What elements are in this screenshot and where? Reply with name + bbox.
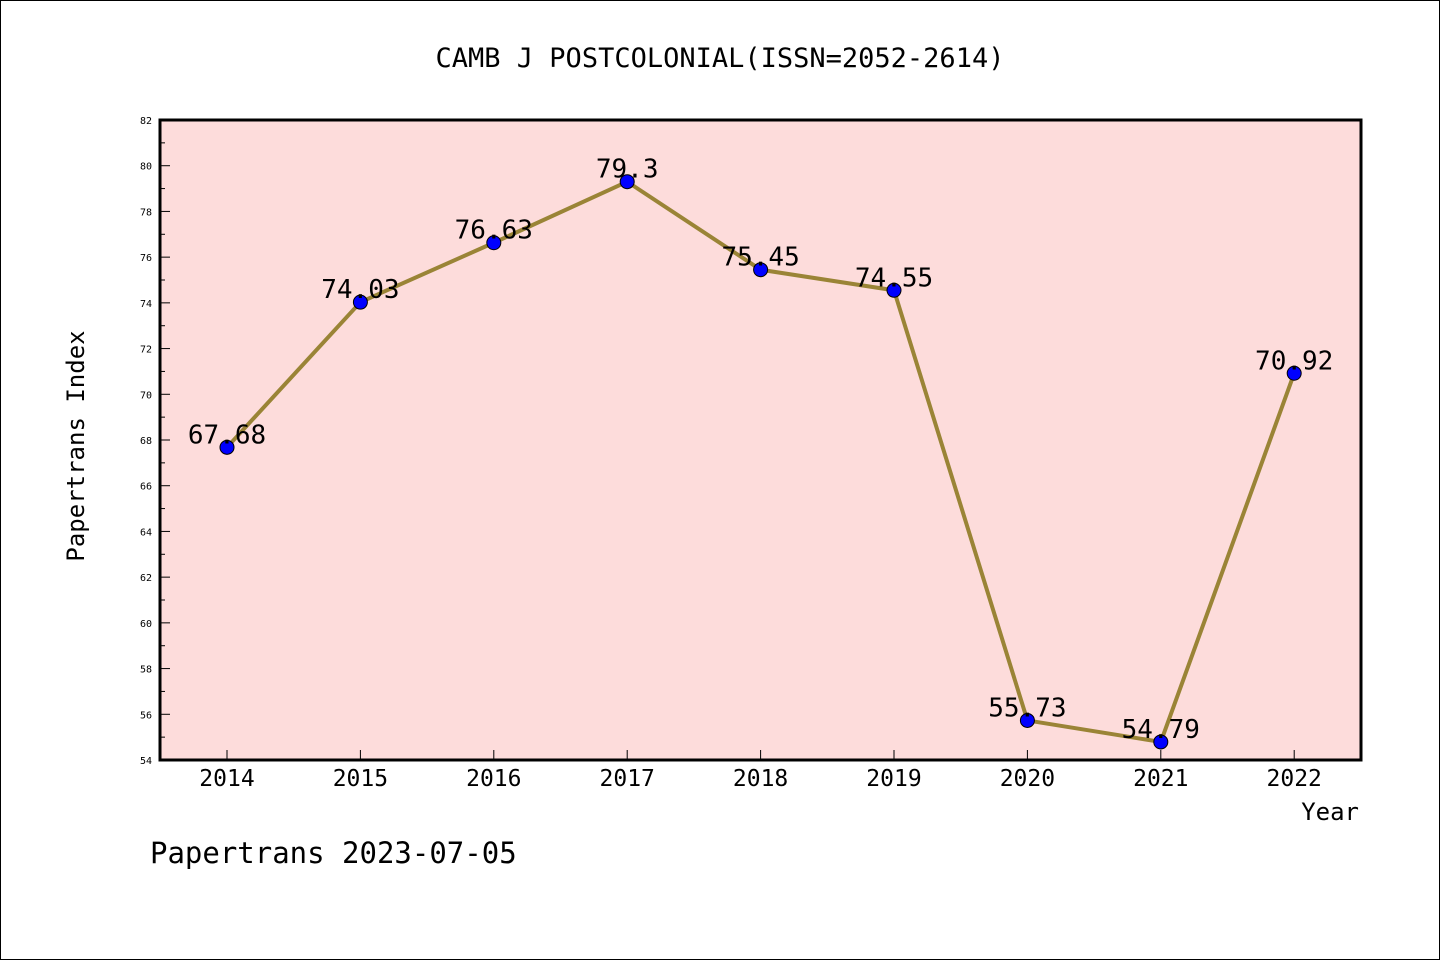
data-point-2014: [219, 439, 235, 455]
data-label-2020: 55.73: [988, 693, 1066, 723]
x-tick-label: 2016: [466, 766, 521, 792]
x-tick-label: 2014: [199, 766, 254, 792]
x-axis-label: Year: [1301, 798, 1359, 826]
x-tick-label: 2015: [333, 766, 388, 792]
y-tick-label: 72: [140, 345, 152, 356]
footer-date-label: Papertrans 2023-07-05: [150, 836, 517, 870]
y-axis: 54 56 58 60 62 64 66 68 70 72 74 76 78 80 82: [140, 116, 170, 767]
y-tick-label: 70: [140, 390, 152, 401]
y-axis-label: Papertrans Index: [62, 330, 90, 561]
data-point-2019: [886, 282, 902, 298]
y-tick-label: 82: [140, 116, 152, 127]
y-tick-label: 76: [140, 253, 152, 264]
x-tick-label: 2020: [1000, 766, 1055, 792]
data-markers: [219, 174, 1302, 750]
x-tick-label: 2021: [1133, 766, 1188, 792]
y-tick-label: 80: [140, 162, 152, 173]
y-tick-label: 66: [140, 482, 152, 493]
y-tick-label: 78: [140, 207, 152, 218]
data-label-2016: 76.63: [455, 216, 533, 246]
data-point-2018: [753, 262, 769, 278]
x-tick-label: 2022: [1267, 766, 1322, 792]
y-tick-label: 64: [140, 527, 152, 538]
y-tick-label: 62: [140, 573, 152, 584]
data-labels: 67.68 74.03 76.63 79.3 75.45 74.55 55.73 54.79 7…: [188, 155, 1333, 745]
y-tick-label: 60: [140, 619, 152, 630]
y-tick-label: 56: [140, 710, 152, 721]
x-tick-label: 2017: [600, 766, 655, 792]
y-tick-label: 68: [140, 436, 152, 447]
x-tick-label: 2018: [733, 766, 788, 792]
data-label-2018: 75.45: [721, 243, 799, 273]
x-tick-label: 2019: [866, 766, 921, 792]
data-point-2022: [1286, 365, 1302, 381]
data-label-2015: 74.03: [321, 275, 399, 305]
chart-title: CAMB J POSTCOLONIAL(ISSN=2052-2614): [436, 43, 1005, 74]
x-axis: 2014 2015 2016 2017 2018 2019 2020 2021 2022: [199, 750, 1322, 792]
data-point-2017: [619, 174, 635, 190]
data-label-2022: 70.92: [1255, 346, 1333, 376]
data-label-2019: 74.55: [855, 263, 933, 293]
data-point-2021: [1153, 734, 1169, 750]
y-tick-label: 58: [140, 665, 152, 676]
y-tick-label: 74: [140, 299, 152, 310]
y-tick-label: 54: [140, 756, 152, 767]
data-point-2016: [486, 235, 502, 251]
data-point-2020: [1019, 712, 1035, 728]
data-point-2015: [352, 294, 368, 310]
data-label-2021: 54.79: [1122, 715, 1200, 745]
plot-area: [158, 118, 1363, 762]
data-label-2017: 79.3: [596, 155, 659, 185]
data-label-2014: 67.68: [188, 420, 266, 450]
